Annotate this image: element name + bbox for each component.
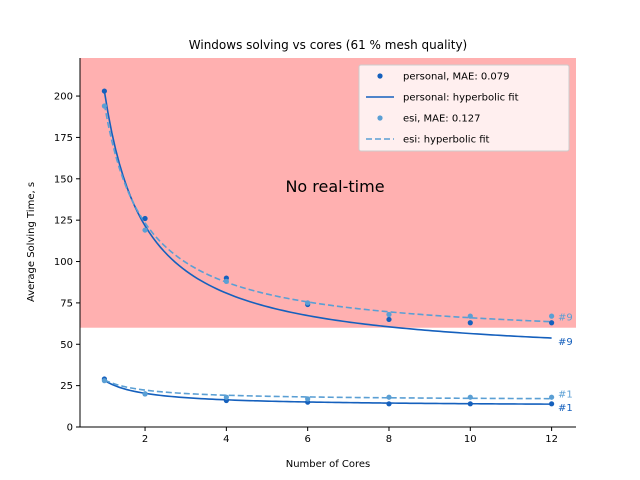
x-tick-label: 10: [464, 434, 477, 445]
data-point-esi-n1: [223, 394, 229, 400]
fit-line-esi-n1: [104, 379, 552, 400]
x-tick-label: 8: [386, 434, 392, 445]
data-point-personal-n9: [549, 320, 555, 326]
y-axis-label: Average Solving Time, s: [26, 182, 37, 302]
fit-line-personal-n1: [103, 379, 552, 405]
chart-title: Windows solving vs cores (61 % mesh qual…: [189, 38, 467, 52]
y-tick-label: 175: [54, 133, 73, 144]
data-point-esi-n9: [386, 311, 392, 318]
end-label-personal-n9: #9: [558, 337, 573, 348]
data-point-esi-n9: [101, 103, 107, 109]
data-point-esi-n9: [549, 313, 555, 319]
end-label-personal-n1: #1: [558, 403, 573, 414]
no-real-time-annotation: No real-time: [285, 177, 384, 196]
data-point-esi-n1: [467, 394, 473, 400]
data-point-esi-n9: [467, 313, 473, 319]
legend-marker-personal: [377, 73, 383, 79]
data-point-personal-n9: [142, 215, 148, 222]
y-tick-label: 50: [60, 340, 73, 351]
legend-label: esi: hyperbolic fit: [403, 135, 490, 146]
y-tick-label: 0: [67, 423, 73, 434]
x-axis-label: Number of Cores: [286, 459, 371, 470]
x-tick-label: 2: [142, 434, 148, 445]
data-point-personal-n9: [386, 316, 392, 323]
legend-label: esi, MAE: 0.127: [403, 114, 480, 125]
legend: personal, MAE: 0.079 personal: hyperbolic…: [358, 64, 570, 152]
x-tick-label: 4: [223, 434, 229, 445]
data-point-personal-n1: [467, 401, 473, 407]
end-label-esi-n1: #1: [558, 390, 573, 401]
y-tick-label: 100: [54, 257, 73, 268]
data-point-esi-n1: [305, 396, 311, 402]
data-point-esi-n9: [223, 278, 229, 284]
legend-label: personal: hyperbolic fit: [403, 93, 519, 104]
y-tick-label: 75: [60, 298, 73, 309]
data-point-esi-n1: [549, 394, 555, 400]
data-point-esi-n9: [305, 300, 311, 306]
legend-label: personal, MAE: 0.079: [403, 72, 510, 83]
y-tick-label: 125: [54, 216, 73, 227]
data-point-personal-n1: [386, 401, 392, 407]
y-tick-label: 150: [54, 174, 73, 185]
data-point-personal-n9: [467, 320, 473, 326]
y-tick-label: 25: [60, 381, 73, 392]
y-tick-label: 200: [54, 92, 73, 103]
x-tick-label: 12: [545, 434, 558, 445]
data-point-esi-n1: [386, 394, 392, 400]
data-point-esi-n1: [142, 391, 148, 397]
legend-box: [358, 64, 570, 152]
end-label-esi-n9: #9: [558, 313, 573, 324]
fit-line-personal-n9: [103, 90, 552, 339]
data-point-esi-n9: [142, 227, 148, 233]
data-point-esi-n1: [101, 378, 107, 384]
legend-marker-esi: [377, 115, 383, 121]
x-tick-label: 6: [304, 434, 310, 445]
data-point-personal-n1: [549, 401, 555, 407]
data-point-personal-n9: [101, 88, 107, 94]
fit-line-esi-n9: [103, 104, 552, 323]
